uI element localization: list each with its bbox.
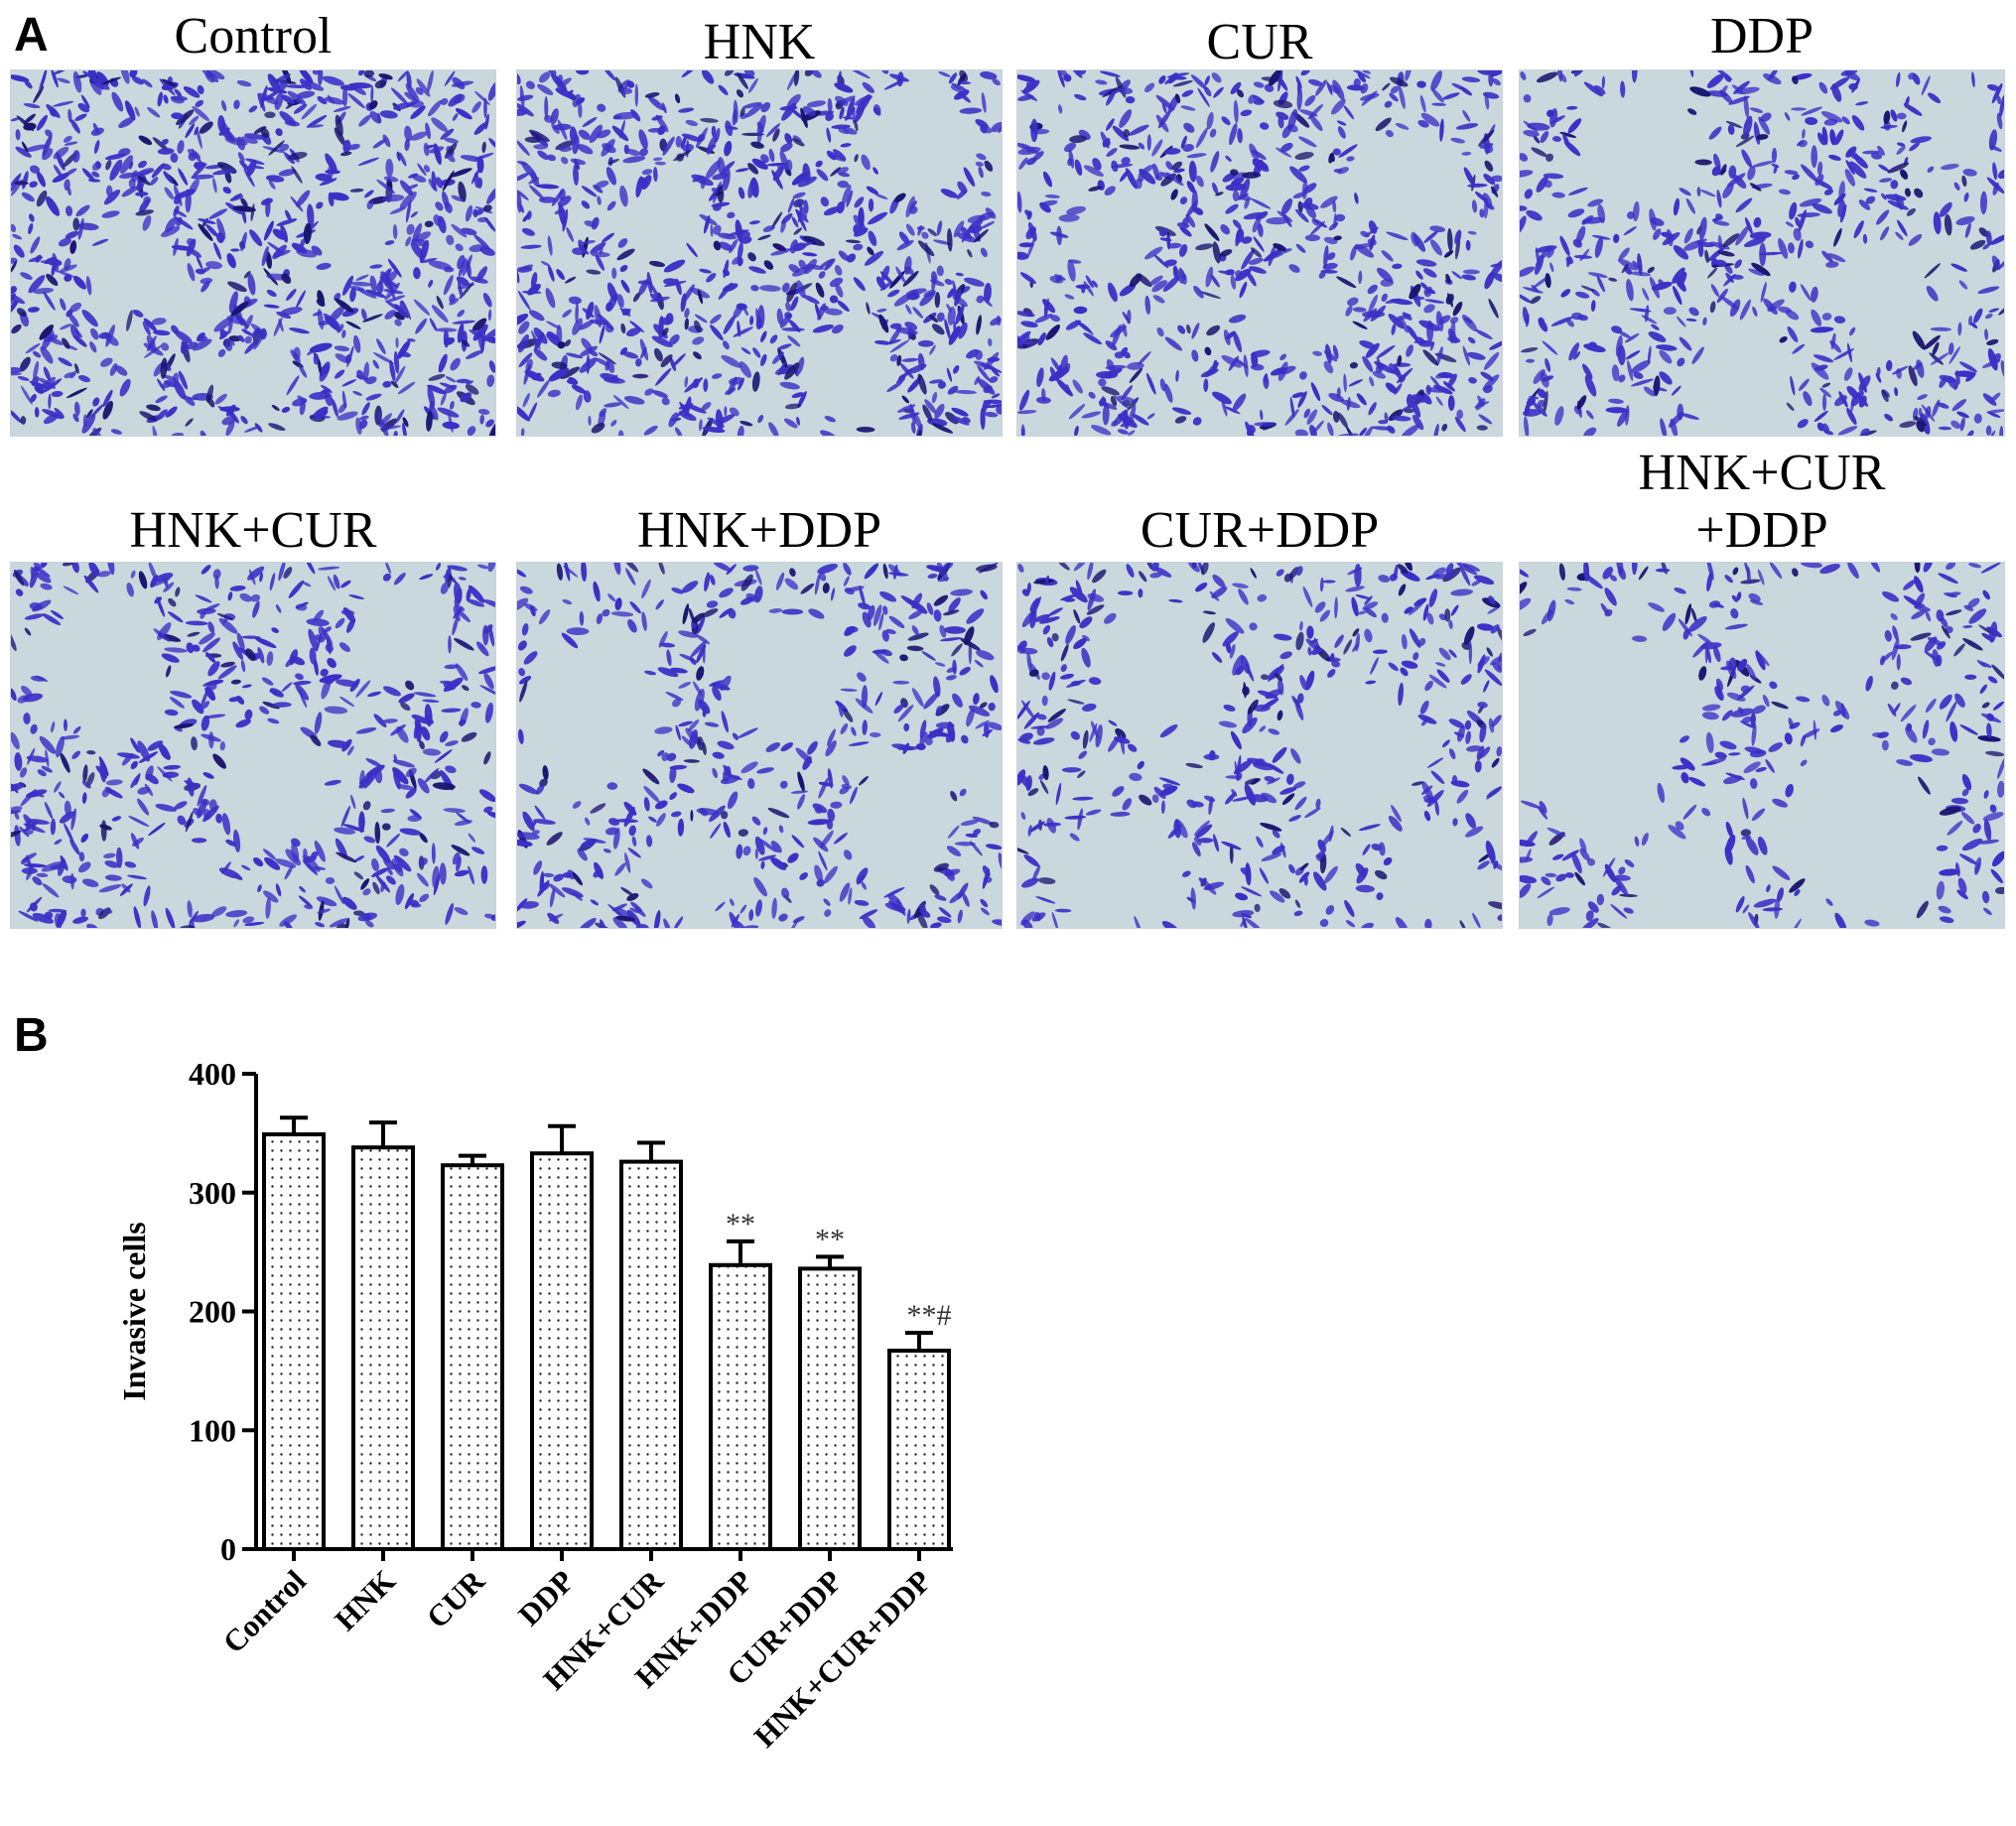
micrograph-cur xyxy=(1016,69,1503,437)
x-tick-label: Control xyxy=(216,1563,314,1660)
micrograph-title-hnk-ddp: HNK+DDP xyxy=(636,502,881,559)
micrograph-cur-ddp xyxy=(1016,562,1503,929)
significance-label-5: ** xyxy=(726,1208,755,1240)
micrograph-control xyxy=(10,69,496,437)
x-tick-label: CUR xyxy=(420,1563,492,1635)
micrograph-ddp xyxy=(1519,69,2005,437)
bar-3 xyxy=(530,1151,594,1551)
y-tick-label: 100 xyxy=(189,1412,236,1448)
bar-0 xyxy=(262,1132,326,1551)
micrograph-hnk xyxy=(516,69,1003,437)
significance-label-7: **# xyxy=(907,1299,952,1332)
micrograph-title-ddp: DDP xyxy=(1709,8,1814,65)
micrograph-title-control: Control xyxy=(174,8,333,65)
panel-b-label: B xyxy=(14,1009,49,1062)
significance-label-6: ** xyxy=(815,1223,845,1255)
x-tick-label: DDP xyxy=(511,1563,581,1632)
micrograph-hnk-cur xyxy=(10,562,496,929)
bar-2 xyxy=(441,1163,504,1552)
micrograph-title-hnk: HNK xyxy=(703,14,816,70)
panel-a-label: A xyxy=(14,9,49,62)
y-axis-label: Invasive cells xyxy=(116,1222,152,1400)
micrograph-title-cur: CUR xyxy=(1206,14,1313,70)
micrograph-hnk-ddp xyxy=(516,562,1003,929)
y-tick-label: 0 xyxy=(220,1531,236,1567)
x-tick-label: HNK xyxy=(328,1563,402,1637)
micrograph-hnk-cur-ddp xyxy=(1519,562,2005,929)
bar-1 xyxy=(351,1145,415,1551)
bar-5 xyxy=(709,1262,772,1552)
bar-7 xyxy=(887,1349,951,1551)
bar-6 xyxy=(798,1266,862,1551)
micrograph-title-hnk-cur: HNK+CUR xyxy=(129,502,377,559)
y-tick-label: 400 xyxy=(189,1056,236,1092)
y-tick-label: 200 xyxy=(189,1294,236,1330)
bar-chart: 0 100 200 300 400 Invasive cells Control HNK CUR… xyxy=(116,1056,953,1754)
bar-4 xyxy=(619,1159,683,1552)
micrograph-title-hnk-cur-ddp: HNK+CUR +DDP xyxy=(1638,445,1886,559)
micrograph-title-cur-ddp: CUR+DDP xyxy=(1140,502,1380,559)
y-tick-label: 300 xyxy=(189,1175,236,1211)
